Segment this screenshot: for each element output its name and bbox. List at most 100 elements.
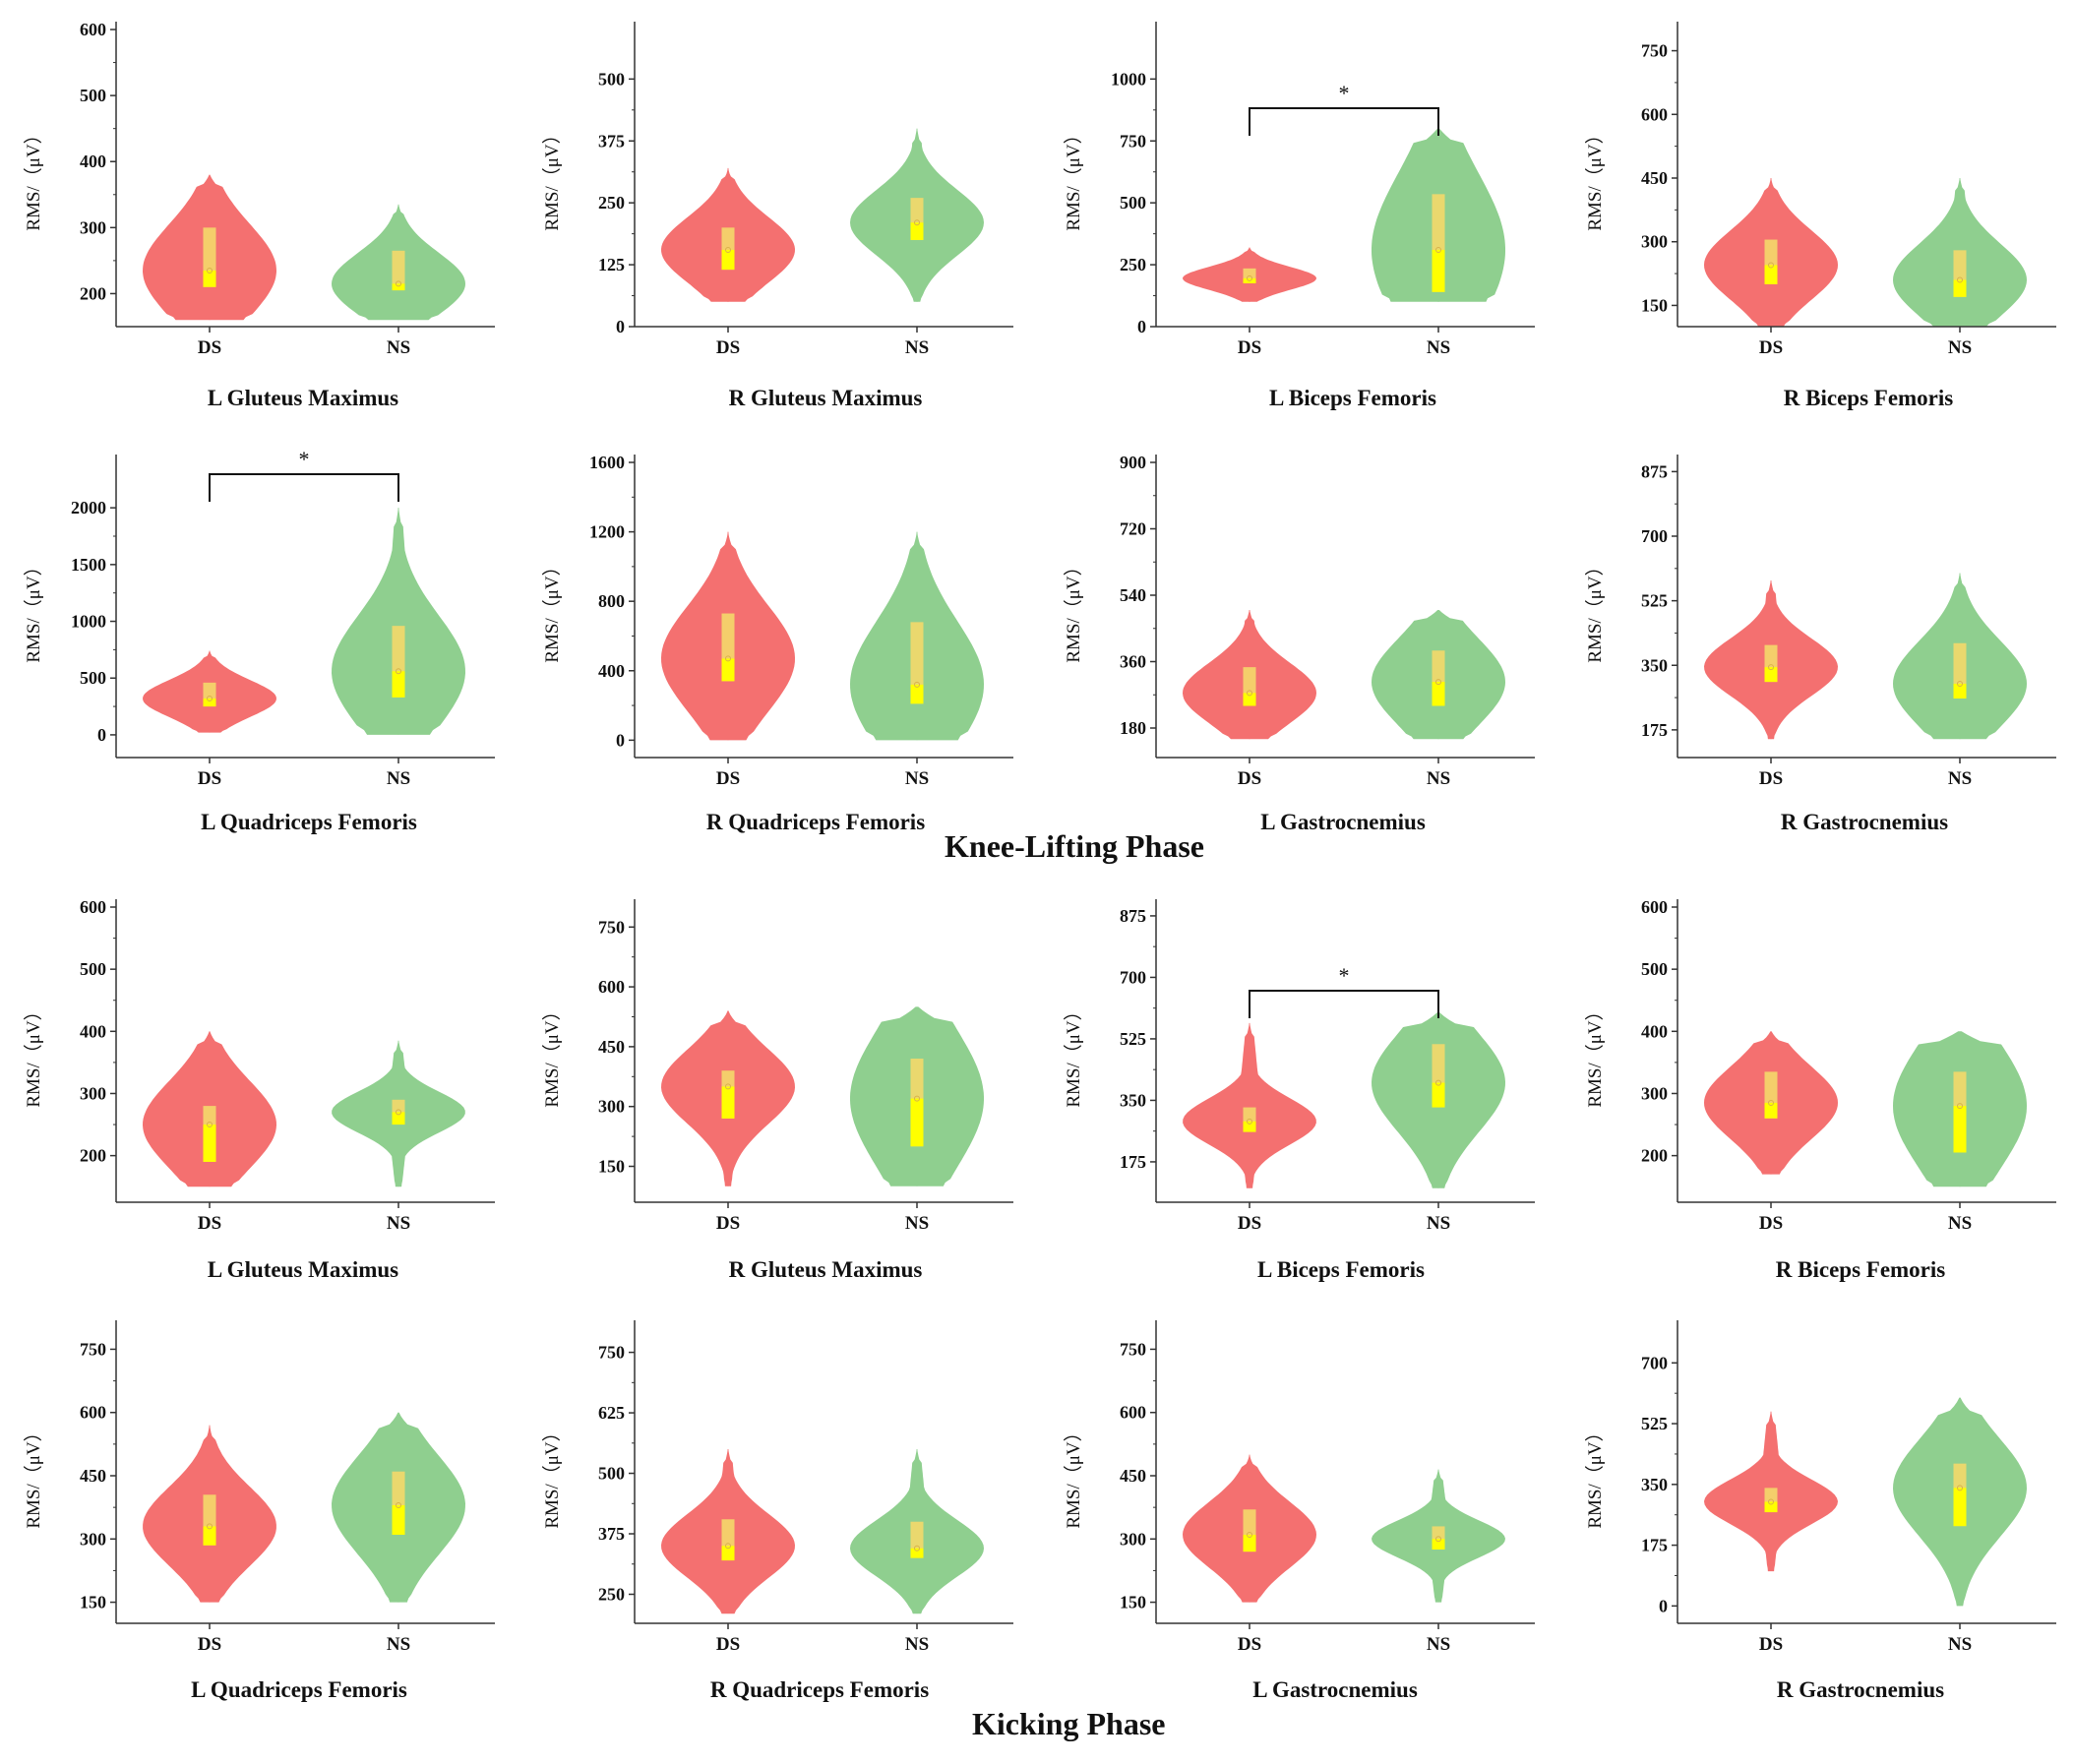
kicking-phase-l-biceps-femoris-significance-label: *: [1339, 963, 1350, 988]
kicking-phase-l-gluteus-maximus-title: L Gluteus Maximus: [208, 1257, 398, 1282]
knee-lifting-phase-r-biceps-femoris-ytick-label: 750: [1641, 41, 1668, 61]
knee-lifting-phase-r-quadriceps-femoris-xtick-label-ns: NS: [905, 768, 929, 789]
knee-lifting-phase-l-quadriceps-femoris-title: L Quadriceps Femoris: [201, 810, 417, 834]
knee-lifting-phase-l-quadriceps-femoris-mean-ns: [396, 668, 401, 675]
knee-lifting-phase-l-quadriceps-femoris-significance-label: *: [299, 447, 310, 471]
knee-lifting-phase-r-gluteus-maximus-chart: 0 125 250 375 500 DS NS RMS/（μV） R Gluteus Maxim…: [541, 22, 1013, 410]
kicking-phase-r-gastrocnemius-xtick-label-ds: DS: [1759, 1634, 1783, 1655]
kicking-phase-r-gastrocnemius-ytick-label: 350: [1641, 1475, 1668, 1494]
knee-lifting-phase-r-quadriceps-femoris-ytick-label: 0: [616, 730, 625, 750]
knee-lifting-phase-l-gastrocnemius-mean-ns: [1435, 679, 1441, 686]
kicking-phase-l-gluteus-maximus-ytick-label: 600: [80, 897, 106, 917]
kicking-phase-l-biceps-femoris-y-axis-label: RMS/（μV）: [1063, 1002, 1084, 1107]
kicking-phase-l-quadriceps-femoris-median-ds: [203, 1526, 216, 1546]
knee-lifting-phase-l-biceps-femoris-mean-ds: [1247, 274, 1252, 281]
kicking-phase-r-biceps-femoris-median-ds: [1764, 1102, 1778, 1119]
knee-lifting-phase-r-gluteus-maximus-ytick-label: 0: [616, 317, 625, 336]
kicking-phase-r-gluteus-maximus-mean-ns: [914, 1095, 920, 1102]
kicking-phase-r-quadriceps-femoris-ytick-label: 250: [598, 1584, 625, 1604]
knee-lifting-phase-r-quadriceps-femoris-mean-ns: [914, 681, 920, 688]
kicking-phase-l-biceps-femoris-xtick-label-ds: DS: [1238, 1213, 1261, 1234]
kicking-phase-l-gastrocnemius-mean-ns: [1435, 1536, 1441, 1543]
knee-lifting-phase-l-gastrocnemius-ytick-label: 540: [1120, 585, 1146, 605]
knee-lifting-phase-l-biceps-femoris-ytick-label: 0: [1137, 317, 1146, 336]
kicking-phase-l-biceps-femoris-significance-bracket: [1249, 990, 1439, 1018]
knee-lifting-phase-r-quadriceps-femoris-xtick-label-ds: DS: [716, 768, 740, 789]
kicking-phase-r-biceps-femoris-ytick-label: 400: [1641, 1021, 1668, 1041]
kicking-phase-l-biceps-femoris-mean-ds: [1247, 1118, 1252, 1125]
knee-lifting-phase-l-biceps-femoris-ytick-label: 1000: [1111, 69, 1146, 89]
knee-lifting-phase-r-gluteus-maximus-ytick-label: 375: [598, 131, 625, 151]
kicking-phase-l-biceps-femoris-ytick-label: 350: [1120, 1090, 1146, 1110]
kicking-phase-r-gluteus-maximus-xtick-label-ds: DS: [716, 1213, 740, 1234]
knee-lifting-phase-l-gluteus-maximus-y-axis-label: RMS/（μV）: [23, 125, 44, 230]
knee-lifting-phase-r-gluteus-maximus-median-ns: [910, 222, 924, 240]
kicking-phase-r-gluteus-maximus-median-ns: [910, 1098, 924, 1147]
kicking-phase-l-biceps-femoris-ytick-label: 525: [1120, 1029, 1146, 1049]
knee-lifting-phase-l-gluteus-maximus-ytick-label: 400: [80, 152, 106, 171]
knee-lifting-phase-l-biceps-femoris-mean-ns: [1435, 246, 1441, 253]
knee-lifting-phase-r-gastrocnemius-ytick-label: 175: [1641, 720, 1668, 740]
knee-lifting-phase-r-gastrocnemius-median-ns: [1953, 684, 1967, 699]
knee-lifting-phase-r-gluteus-maximus-mean-ns: [914, 219, 920, 226]
kicking-phase-l-gluteus-maximus-chart: 200 300 400 500 600 DS NS RMS/（μV） L Gluteus Max…: [23, 897, 495, 1282]
knee-lifting-phase-r-quadriceps-femoris-median-ns: [910, 684, 924, 704]
kicking-phase-l-biceps-femoris-median-ds: [1243, 1121, 1256, 1132]
knee-lifting-phase-l-gluteus-maximus-median-ds: [203, 270, 216, 287]
knee-lifting-phase-r-biceps-femoris-mean-ds: [1768, 262, 1774, 269]
kicking-phase-r-gastrocnemius-chart: 0 175 350 525 700 DS NS RMS/（μV） R Gastrocnemius: [1584, 1320, 2056, 1702]
knee-lifting-phase-r-biceps-femoris-ytick-label: 450: [1641, 168, 1668, 188]
kicking-phase-l-quadriceps-femoris-chart: 150 300 450 600 750 DS NS RMS/（μV） L Quadriceps …: [23, 1320, 495, 1702]
knee-lifting-phase-r-gastrocnemius-ytick-label: 700: [1641, 526, 1668, 546]
kicking-phase-l-biceps-femoris-chart: 175 350 525 700 875 DS NS RMS/（μV） L Biceps Femo…: [1063, 899, 1535, 1282]
kicking-phase-r-quadriceps-femoris-title: R Quadriceps Femoris: [710, 1677, 929, 1702]
kicking-phase-l-quadriceps-femoris-ytick-label: 150: [80, 1593, 106, 1612]
knee-lifting-phase-l-quadriceps-femoris-median-ns: [392, 671, 405, 698]
kicking-phase-l-gluteus-maximus-ytick-label: 400: [80, 1021, 106, 1041]
kicking-phase-r-gluteus-maximus-y-axis-label: RMS/（μV）: [541, 1002, 563, 1107]
kicking-phase-l-quadriceps-femoris-xtick-label-ds: DS: [198, 1634, 221, 1655]
knee-lifting-phase-r-gastrocnemius-mean-ns: [1957, 681, 1963, 687]
knee-lifting-phase-l-biceps-femoris-ytick-label: 500: [1120, 193, 1146, 213]
knee-lifting-phase-r-biceps-femoris-title: R Biceps Femoris: [1784, 386, 1954, 410]
kicking-phase-r-biceps-femoris-xtick-label-ns: NS: [1948, 1213, 1972, 1234]
kicking-phase-l-gastrocnemius-y-axis-label: RMS/（μV）: [1063, 1423, 1084, 1528]
kicking-phase-r-gastrocnemius-ytick-label: 525: [1641, 1414, 1668, 1433]
kicking-phase-r-quadriceps-femoris-median-ds: [721, 1546, 735, 1561]
kicking-phase-l-quadriceps-femoris-median-ns: [392, 1505, 405, 1535]
kicking-phase-r-gastrocnemius-median-ns: [1953, 1488, 1967, 1527]
knee-lifting-phase-r-quadriceps-femoris-ytick-label: 400: [598, 661, 625, 681]
knee-lifting-phase-r-gluteus-maximus-title: R Gluteus Maximus: [729, 386, 923, 410]
kicking-phase-l-quadriceps-femoris-ytick-label: 600: [80, 1403, 106, 1423]
kicking-phase-l-gluteus-maximus-mean-ns: [396, 1109, 401, 1116]
kicking-phase-r-biceps-femoris-ytick-label: 200: [1641, 1146, 1668, 1166]
knee-lifting-phase-title: Knee-Lifting Phase: [945, 828, 1204, 864]
kicking-phase-r-gastrocnemius-mean-ns: [1957, 1485, 1963, 1491]
knee-lifting-phase-l-quadriceps-femoris-y-axis-label: RMS/（μV）: [23, 557, 44, 662]
knee-lifting-phase-l-quadriceps-femoris-ytick-label: 2000: [71, 498, 106, 517]
knee-lifting-phase-l-biceps-femoris-ytick-label: 250: [1120, 255, 1146, 274]
knee-lifting-phase-l-gastrocnemius-ytick-label: 360: [1120, 652, 1146, 672]
kicking-phase-l-quadriceps-femoris-mean-ns: [396, 1502, 401, 1508]
kicking-phase-r-quadriceps-femoris-xtick-label-ns: NS: [905, 1634, 929, 1655]
kicking-phase-l-gastrocnemius-ytick-label: 150: [1120, 1593, 1146, 1612]
kicking-phase-r-quadriceps-femoris-mean-ns: [914, 1545, 920, 1551]
knee-lifting-phase-r-gluteus-maximus-xtick-label-ds: DS: [716, 337, 740, 358]
kicking-phase-l-biceps-femoris-median-ns: [1432, 1082, 1445, 1108]
kicking-phase-r-gluteus-maximus-chart: 150 300 450 600 750 DS NS RMS/（μV） R Gluteus Max…: [541, 899, 1013, 1282]
kicking-phase-r-quadriceps-femoris-ytick-label: 375: [598, 1524, 625, 1544]
knee-lifting-phase-l-quadriceps-femoris-chart: 0 500 1000 1500 2000 DS NS RMS/（μV） L Quadriceps…: [23, 447, 495, 834]
knee-lifting-phase-l-quadriceps-femoris-ytick-label: 1500: [71, 555, 106, 575]
kicking-phase-r-gluteus-maximus-ytick-label: 300: [598, 1097, 625, 1117]
knee-lifting-phase-r-biceps-femoris-ytick-label: 150: [1641, 295, 1668, 315]
knee-lifting-phase-l-quadriceps-femoris-mean-ds: [207, 696, 213, 701]
knee-lifting-phase-l-gluteus-maximus-median-ns: [392, 283, 405, 291]
knee-lifting-phase-r-gastrocnemius-median-ds: [1764, 667, 1778, 683]
knee-lifting-phase-l-gluteus-maximus-ytick-label: 600: [80, 20, 106, 39]
knee-lifting-phase-l-gluteus-maximus-xtick-label-ds: DS: [198, 337, 221, 358]
knee-lifting-phase-r-biceps-femoris-median-ds: [1764, 265, 1778, 284]
kicking-phase-r-quadriceps-femoris-mean-ds: [725, 1543, 731, 1550]
kicking-phase-title: Kicking Phase: [972, 1706, 1166, 1741]
kicking-phase-r-biceps-femoris-mean-ds: [1768, 1099, 1774, 1106]
